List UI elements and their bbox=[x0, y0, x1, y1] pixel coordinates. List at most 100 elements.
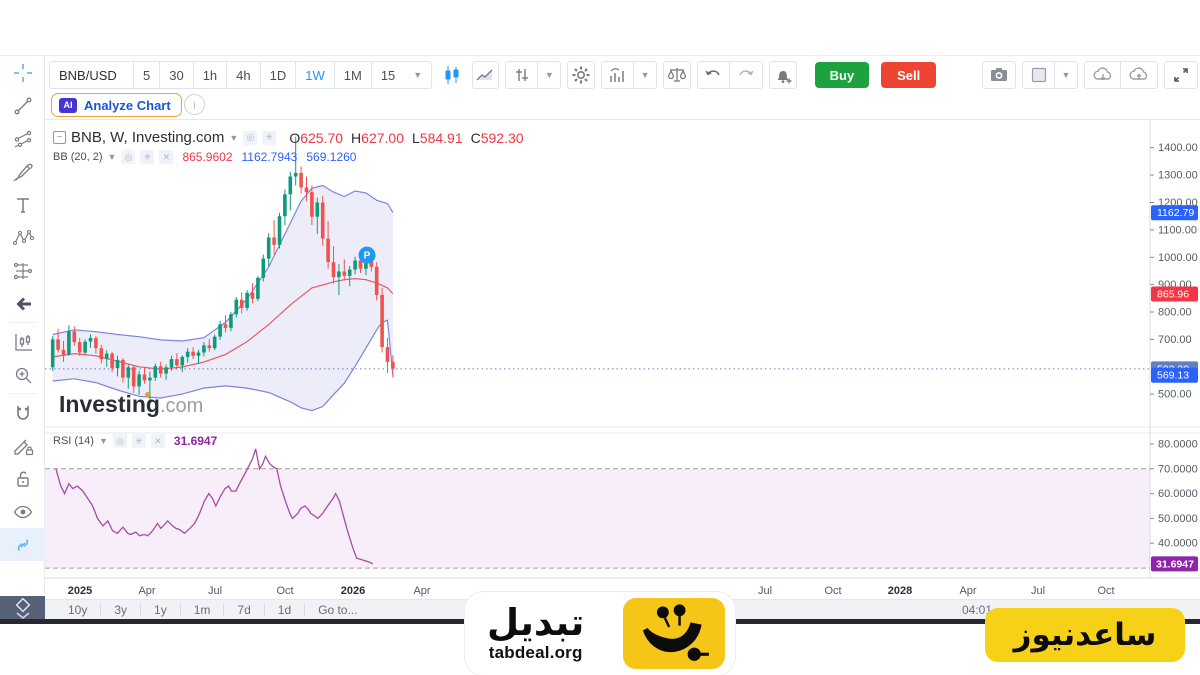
lock-drawings-tool[interactable] bbox=[0, 462, 45, 495]
chevron-down-icon[interactable]: ▼ bbox=[98, 436, 108, 446]
orange-dot bbox=[145, 392, 150, 397]
tabdeal-logo-card: تبدیل tabdeal.org bbox=[465, 592, 735, 675]
redo-button[interactable] bbox=[730, 62, 762, 88]
info-icon[interactable]: i bbox=[184, 94, 205, 115]
scales-icon bbox=[667, 68, 687, 82]
pattern-tool[interactable] bbox=[0, 221, 45, 254]
sell-button[interactable]: Sell bbox=[881, 62, 937, 88]
compare-button[interactable] bbox=[506, 62, 539, 88]
crosshair-tool[interactable] bbox=[0, 56, 45, 89]
timeframe-1W[interactable]: 1W bbox=[296, 62, 335, 88]
projection-tool[interactable] bbox=[0, 254, 45, 287]
range-3y[interactable]: 3y bbox=[101, 603, 142, 616]
close-icon[interactable]: ✕ bbox=[150, 434, 165, 448]
timeframe-dropdown[interactable]: ▼ bbox=[404, 62, 431, 88]
hide-drawings-tool[interactable] bbox=[0, 495, 45, 528]
cloud-upload-icon bbox=[1129, 67, 1148, 80]
collapse-icon[interactable]: − bbox=[53, 131, 66, 144]
gear-icon[interactable]: ✳ bbox=[140, 150, 155, 164]
price-tick-label: 500.00 bbox=[1158, 389, 1192, 401]
pencil-lock-icon bbox=[13, 439, 33, 455]
diamond-chevron-icon bbox=[15, 598, 30, 620]
zoom-in-tool[interactable] bbox=[0, 358, 45, 391]
line-chart-style-button[interactable] bbox=[471, 61, 500, 89]
arrow-tool[interactable] bbox=[0, 287, 45, 320]
bb-lower-value: 569.1260 bbox=[306, 150, 357, 164]
alert-button[interactable] bbox=[768, 61, 797, 89]
load-layout-button[interactable] bbox=[1085, 62, 1122, 88]
timeframe-buttons: 5 30 1h 4h 1D 1W 1M 15 bbox=[134, 62, 404, 88]
timeframe-5[interactable]: 5 bbox=[134, 62, 161, 88]
save-layout-button[interactable] bbox=[1121, 62, 1157, 88]
fibonacci-tool[interactable] bbox=[0, 122, 45, 155]
fullscreen-button[interactable] bbox=[1164, 61, 1199, 89]
undo-button[interactable] bbox=[698, 62, 730, 88]
timeframe-1D[interactable]: 1D bbox=[261, 62, 297, 88]
time-axis-label: 2028 bbox=[888, 585, 912, 597]
range-7d[interactable]: 7d bbox=[224, 603, 265, 616]
text-tool[interactable] bbox=[0, 188, 45, 221]
tabdeal-persian-title: تبدیل bbox=[487, 601, 585, 644]
unlock-icon bbox=[16, 471, 29, 487]
bell-plus-icon bbox=[777, 71, 792, 84]
timeframe-1h[interactable]: 1h bbox=[194, 62, 228, 88]
indicators-button[interactable] bbox=[602, 62, 635, 88]
rsi-label[interactable]: RSI (14) bbox=[53, 435, 94, 447]
sync-link-tool[interactable] bbox=[0, 528, 45, 561]
eye-icon[interactable]: ◎ bbox=[121, 150, 136, 164]
price-tick-label: 700.00 bbox=[1158, 334, 1192, 346]
rsi-tick-label: 50.0000 bbox=[1158, 513, 1198, 525]
top-toolbar: BNB/USD 5 30 1h 4h 1D 1W 1M 15 ▼ ▼ bbox=[49, 59, 1199, 91]
magnet-icon bbox=[16, 405, 29, 420]
timeframe-1M[interactable]: 1M bbox=[335, 62, 372, 88]
chart-region: P 1400.00 1300.00 1200.00 1100.00 1000.00 900.… bbox=[45, 119, 1200, 599]
eye-icon[interactable]: ◎ bbox=[112, 434, 127, 448]
brush-tool[interactable] bbox=[0, 155, 45, 188]
range-1y[interactable]: 1y bbox=[141, 603, 181, 616]
layout-button[interactable] bbox=[1023, 62, 1056, 88]
sidebar-divider bbox=[8, 393, 36, 394]
timeframe-4h[interactable]: 4h bbox=[227, 62, 261, 88]
price-badge bbox=[1151, 205, 1198, 221]
rsi-band-fill bbox=[45, 468, 1150, 569]
area-chart-icon bbox=[476, 69, 493, 81]
goto-button[interactable]: Go to... bbox=[318, 602, 358, 617]
magnet-tool[interactable] bbox=[0, 396, 45, 429]
chart-canvas[interactable]: P 1400.00 1300.00 1200.00 1100.00 1000.00 900.… bbox=[45, 119, 1200, 599]
screenshot-button[interactable] bbox=[982, 61, 1017, 89]
timeframe-15[interactable]: 15 bbox=[380, 67, 396, 83]
indicators-dropdown[interactable]: ▼ bbox=[634, 62, 656, 88]
series-title[interactable]: BNB, W, Investing.com bbox=[71, 129, 225, 146]
symbol-button[interactable]: BNB/USD bbox=[50, 62, 134, 88]
layout-dropdown[interactable]: ▼ bbox=[1055, 62, 1077, 88]
bb-lower-line bbox=[52, 319, 394, 412]
time-axis-label: Apr bbox=[959, 585, 976, 597]
time-axis-label: 2026 bbox=[341, 585, 365, 597]
close-icon[interactable]: ✕ bbox=[159, 150, 174, 164]
timeframe-30[interactable]: 30 bbox=[160, 62, 194, 88]
range-buttons: 10y 3y 1y 1m 7d 1d bbox=[55, 603, 306, 616]
ohlc-values: O625.70 H627.00 L584.91 C592.30 bbox=[289, 129, 524, 146]
projection-icon bbox=[13, 262, 32, 279]
gear-icon[interactable]: ✳ bbox=[131, 434, 146, 448]
range-10y[interactable]: 10y bbox=[55, 603, 102, 616]
trend-line-tool[interactable] bbox=[0, 89, 45, 122]
drawing-mode-tool[interactable] bbox=[0, 429, 45, 462]
scales-button[interactable] bbox=[663, 61, 691, 89]
analyze-chart-button[interactable]: AI Analyze Chart bbox=[51, 93, 182, 117]
chevron-down-icon[interactable]: ▼ bbox=[107, 152, 117, 162]
buy-button[interactable]: Buy bbox=[814, 62, 870, 88]
eye-icon[interactable]: ◎ bbox=[243, 130, 258, 145]
settings-button[interactable] bbox=[567, 61, 596, 89]
candlestick-style-button[interactable] bbox=[438, 61, 466, 89]
compare-dropdown[interactable]: ▼ bbox=[538, 62, 560, 88]
forecast-tool[interactable] bbox=[0, 325, 45, 358]
range-1d[interactable]: 1d bbox=[265, 603, 306, 616]
tabdeal-smiley-icon bbox=[642, 603, 709, 661]
time-axis-label: 2025 bbox=[68, 585, 92, 597]
indicators-group: ▼ bbox=[601, 61, 658, 89]
range-1m[interactable]: 1m bbox=[181, 603, 225, 616]
chevron-down-icon[interactable]: ▼ bbox=[229, 132, 239, 143]
gear-icon[interactable]: ✳ bbox=[262, 130, 277, 145]
bb-label[interactable]: BB (20, 2) bbox=[53, 151, 103, 163]
